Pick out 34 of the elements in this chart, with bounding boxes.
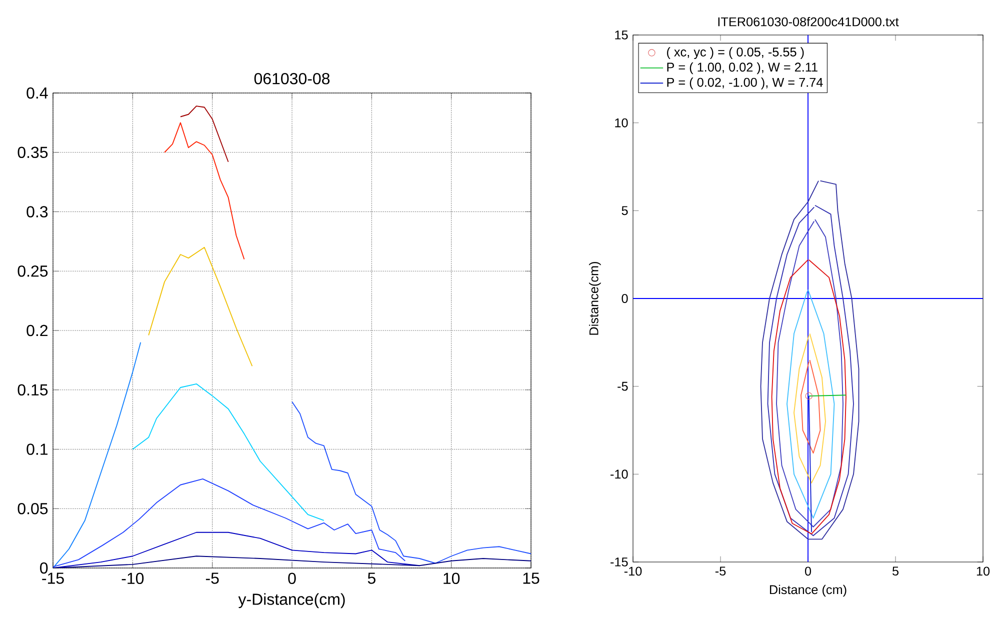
y-tick-label: 0.25 — [18, 265, 48, 277]
x-axis-title: y-Distance(cm) — [238, 593, 345, 608]
x-tick-label: 15 — [523, 572, 540, 584]
x-tick-label: 5 — [368, 572, 376, 584]
x-tick-label: -15 — [42, 572, 64, 584]
y-tick-label: 0 — [622, 294, 628, 303]
y-tick-label: -10 — [610, 470, 628, 479]
y-tick-label: -5 — [618, 382, 628, 391]
y-tick-label: 0.2 — [26, 324, 48, 336]
y-tick-label: 5 — [622, 206, 628, 216]
y-tick-label: 0.1 — [26, 444, 48, 455]
y-tick-label: 10 — [615, 118, 628, 128]
x-tick-label: -10 — [122, 572, 144, 584]
y-tick-label: 0.3 — [26, 206, 48, 218]
y-axis-title: Distance(cm) — [589, 262, 601, 335]
legend-label: ( xc, yc ) = ( 0.05, -5.55 ) — [667, 47, 804, 59]
x-tick-label: 10 — [444, 572, 460, 584]
y-tick-label: 0.35 — [18, 146, 48, 158]
y-tick-label: -15 — [610, 558, 628, 566]
x-tick-label: 0 — [288, 572, 296, 584]
y-tick-label: 0.05 — [18, 502, 48, 514]
x-tick-label: 5 — [892, 566, 899, 576]
y-tick-label: 15 — [615, 30, 628, 40]
chart-title: 061030-08 — [254, 72, 330, 84]
y-tick-label: 0.4 — [26, 87, 48, 99]
legend-label: P = ( 1.00, 0.02 ), W = 2.11 — [667, 62, 818, 74]
x-tick-label: -5 — [715, 566, 726, 576]
legend-label: P = ( 0.02, -1.00 ), W = 7.74 — [667, 78, 823, 90]
x-axis-title: Distance (cm) — [770, 584, 846, 597]
x-tick-label: -5 — [206, 572, 219, 584]
y-tick-label: 0.15 — [18, 384, 48, 396]
chart-title: ITER061030-08f200c41D000.txt — [718, 16, 899, 26]
x-tick-label: 0 — [804, 566, 812, 576]
x-tick-label: 10 — [976, 566, 990, 576]
